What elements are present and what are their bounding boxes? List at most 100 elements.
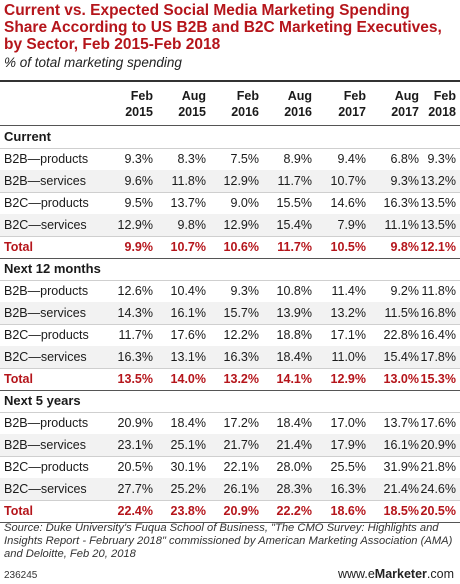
- section-header: Next 12 months: [4, 261, 101, 276]
- table-cell: 16.4%: [420, 328, 456, 342]
- row-label: B2C—services: [4, 482, 87, 496]
- table-cell: 22.1%: [223, 460, 259, 474]
- row-label: B2B—products: [4, 284, 89, 298]
- table-row: B2C—products 9.5% 13.7% 9.0% 15.5% 14.6% 16.3%…: [0, 192, 460, 214]
- row-label: B2C—services: [4, 218, 87, 232]
- row-divider: [0, 456, 460, 457]
- table-row: B2B—services 23.1% 25.1% 21.7% 21.4% 17.9% 16.…: [0, 434, 460, 456]
- table-cell: 13.5%: [420, 196, 456, 210]
- column-header-month: Aug: [394, 89, 419, 103]
- table-row: B2C—services 16.3% 13.1% 16.3% 18.4% 11.0% 15.…: [0, 346, 460, 368]
- table-cell: 14.3%: [117, 306, 153, 320]
- table-cell: 11.7%: [118, 328, 153, 342]
- table-cell: 12.9%: [223, 174, 259, 188]
- table-cell: 9.3%: [427, 152, 457, 166]
- table-cell: 23.8%: [170, 504, 206, 518]
- table-cell: 14.1%: [276, 372, 312, 386]
- row-divider: [0, 412, 460, 413]
- table-cell: 9.8%: [390, 240, 420, 254]
- table-cell: 13.7%: [383, 416, 419, 430]
- table-cell: 22.4%: [117, 504, 153, 518]
- table-cell: 9.3%: [124, 152, 154, 166]
- column-header-year: 2016: [231, 105, 259, 119]
- row-label: B2C—services: [4, 350, 87, 364]
- table-cell: 16.1%: [383, 438, 419, 452]
- table-cell: 10.6%: [223, 240, 259, 254]
- row-label: Total: [4, 372, 33, 386]
- table-cell: 11.7%: [277, 240, 312, 254]
- column-header-year: 2017: [338, 105, 366, 119]
- column-header-year: 2015: [178, 105, 206, 119]
- table-cell: 15.7%: [223, 306, 259, 320]
- table-row: B2C—products 11.7% 17.6% 12.2% 18.8% 17.1% 22.…: [0, 324, 460, 346]
- table-row: B2B—services 14.3% 16.1% 15.7% 13.9% 13.2% 11.…: [0, 302, 460, 324]
- row-label: B2C—products: [4, 328, 89, 342]
- table-cell: 7.5%: [230, 152, 260, 166]
- table-row: B2B—products 12.6% 10.4% 9.3% 10.8% 11.4% 9.2%…: [0, 280, 460, 302]
- row-label: Total: [4, 504, 33, 518]
- column-header-month: Feb: [130, 89, 153, 103]
- table-cell: 25.1%: [170, 438, 206, 452]
- table-cell: 27.7%: [117, 482, 153, 496]
- table-cell: 9.0%: [230, 196, 260, 210]
- column-header: Feb 2016: [205, 88, 259, 120]
- section-header: Next 5 years: [4, 393, 81, 408]
- row-divider: [0, 390, 460, 391]
- table-cell: 20.9%: [117, 416, 153, 430]
- table-cell: 12.9%: [223, 218, 259, 232]
- table-cell: 9.8%: [177, 218, 207, 232]
- table-cell: 9.4%: [337, 152, 367, 166]
- table-cell: 13.1%: [170, 350, 206, 364]
- table-cell: 20.9%: [420, 438, 456, 452]
- table-cell: 23.1%: [117, 438, 153, 452]
- table-cell: 9.3%: [390, 174, 420, 188]
- table-cell: 12.9%: [330, 372, 366, 386]
- table-cell: 11.8%: [171, 174, 206, 188]
- column-header: Aug 2017: [365, 88, 419, 120]
- table-cell: 9.5%: [124, 196, 154, 210]
- column-header-month: Feb: [236, 89, 259, 103]
- column-header-year: 2018: [428, 105, 456, 119]
- row-divider: [0, 125, 460, 126]
- brand-name: Marketer: [374, 567, 427, 581]
- row-divider: [0, 236, 460, 237]
- column-header: Feb 2017: [312, 88, 366, 120]
- table-cell: 15.4%: [276, 218, 312, 232]
- table-cell: 18.6%: [330, 504, 366, 518]
- row-label: B2C—products: [4, 460, 89, 474]
- table-cell: 13.9%: [276, 306, 312, 320]
- table-cell: 16.8%: [420, 306, 456, 320]
- column-header-month: Aug: [181, 89, 206, 103]
- chart-subtitle: % of total marketing spending: [4, 55, 182, 70]
- source-note: Source: Duke University's Fuqua School o…: [4, 522, 453, 560]
- table-cell: 9.3%: [230, 284, 260, 298]
- row-label: Total: [4, 240, 33, 254]
- table-cell: 13.2%: [420, 174, 456, 188]
- table-cell: 16.3%: [223, 350, 259, 364]
- table-cell: 21.4%: [383, 482, 419, 496]
- table-cell: 12.6%: [117, 284, 153, 298]
- table-cell: 7.9%: [337, 218, 367, 232]
- table-row: B2C—services 27.7% 25.2% 26.1% 28.3% 16.3% 21.…: [0, 478, 460, 500]
- row-label: B2B—services: [4, 306, 86, 320]
- table-cell: 24.6%: [420, 482, 456, 496]
- table-cell: 15.3%: [420, 372, 456, 386]
- table-cell: 6.8%: [390, 152, 420, 166]
- total-row: Total 22.4% 23.8% 20.9% 22.2% 18.6% 18.5% 20.5%: [0, 500, 460, 522]
- row-divider: [0, 192, 460, 193]
- column-header-month: Aug: [287, 89, 312, 103]
- table-cell: 10.4%: [170, 284, 206, 298]
- table-cell: 25.2%: [170, 482, 206, 496]
- table-cell: 10.7%: [170, 240, 206, 254]
- table-cell: 22.8%: [383, 328, 419, 342]
- row-divider: [0, 324, 460, 325]
- column-header: Feb 2018: [402, 88, 456, 120]
- brand-prefix: www.: [337, 567, 368, 581]
- brand-suffix: .com: [426, 567, 454, 581]
- row-label: B2B—products: [4, 416, 89, 430]
- table-cell: 15.5%: [276, 196, 312, 210]
- column-header: Aug 2016: [258, 88, 312, 120]
- table-cell: 9.2%: [390, 284, 420, 298]
- table-cell: 16.3%: [330, 482, 366, 496]
- table-cell: 17.0%: [330, 416, 366, 430]
